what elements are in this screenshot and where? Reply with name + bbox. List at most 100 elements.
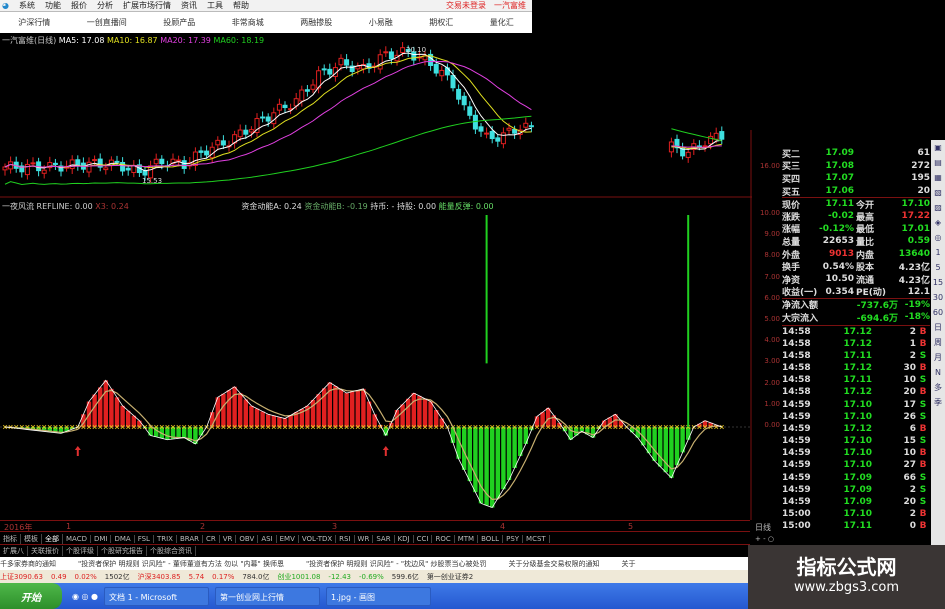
indicator-tab[interactable]: ROC xyxy=(432,534,455,543)
period-button[interactable]: 月 xyxy=(934,353,942,362)
news-item[interactable]: "投资者保护 明规则 识风险" - "枕边风" 炒股票当心被处罚 xyxy=(305,559,487,568)
stat-value: 17.22 xyxy=(901,211,930,222)
trade-time: 14:59 xyxy=(782,448,811,459)
nav-item[interactable]: 两融掺股 xyxy=(300,18,333,27)
period-label[interactable]: 日线 xyxy=(755,523,771,532)
histogram-bar-up xyxy=(310,399,316,427)
indicator-c: 持币: - 持股: 0.00 xyxy=(370,202,437,211)
indicator-tab[interactable]: BRAR xyxy=(177,534,203,543)
nav-item[interactable]: 沪深行情 xyxy=(18,18,51,27)
indicator-tab[interactable]: 全部 xyxy=(42,533,63,544)
indicator-tab[interactable]: BOLL xyxy=(478,534,504,543)
info-tab[interactable]: 关联报价 xyxy=(28,546,63,556)
indicator-tab[interactable]: DMA xyxy=(111,534,135,543)
period-button[interactable]: 日 xyxy=(934,323,942,332)
indicator-tab[interactable]: WR xyxy=(355,534,374,543)
tool-icon[interactable]: ◈ xyxy=(934,218,942,227)
period-button[interactable]: 15 xyxy=(932,278,944,287)
trade-side: B xyxy=(919,387,927,398)
menu-item[interactable]: 工具 xyxy=(206,1,223,10)
stat-value: 0.59 xyxy=(907,236,930,247)
start-button[interactable]: 开始 xyxy=(0,583,62,609)
info-tab[interactable]: 个股研究报告 xyxy=(98,546,147,556)
taskbar-task[interactable]: 第一创业网上行情 xyxy=(215,586,321,606)
indicator-tab[interactable]: TRIX xyxy=(154,534,177,543)
nav-item[interactable]: 期权汇 xyxy=(429,18,454,27)
histogram-bar-up xyxy=(344,393,349,427)
histogram-bar-down xyxy=(193,427,198,444)
menu-item[interactable]: 扩展市场行情 xyxy=(122,1,171,10)
indicator-tab[interactable]: RSI xyxy=(336,534,355,543)
indicator-tab[interactable]: EMV xyxy=(277,534,299,543)
menu-item[interactable]: 分析 xyxy=(96,1,113,10)
menu-item[interactable]: 报价 xyxy=(70,1,87,10)
info-tab[interactable]: 扩展八 xyxy=(0,546,28,556)
period-button[interactable]: N xyxy=(935,368,941,377)
cross-marker-icon xyxy=(439,424,444,430)
menu-item[interactable]: 资讯 xyxy=(180,1,197,10)
nav-item[interactable]: 非常商城 xyxy=(231,18,264,27)
period-button[interactable]: 周 xyxy=(934,338,942,347)
indicator-tab[interactable]: FSL xyxy=(135,534,154,543)
tool-icon[interactable]: ▤ xyxy=(934,158,942,167)
nav-item[interactable]: 投顾产品 xyxy=(163,18,196,27)
indicator-tab[interactable]: OBV xyxy=(236,534,259,543)
tool-icon[interactable]: ▧ xyxy=(934,188,942,197)
login-status[interactable]: 交易未登录 xyxy=(446,1,486,10)
indicator-axis-label: 0.00 xyxy=(764,421,780,429)
period-button[interactable]: 30 xyxy=(932,293,944,302)
cross-marker-icon xyxy=(658,424,663,430)
trade-row: 14:58 17.12 30 B xyxy=(782,362,930,374)
period-button[interactable]: 5 xyxy=(935,263,941,272)
zoom-buttons[interactable]: + - ○ xyxy=(755,535,774,543)
cross-marker-icon xyxy=(546,424,551,430)
chart-canvas[interactable] xyxy=(0,0,752,520)
stat-value: 10.50 xyxy=(825,274,854,285)
tool-icon[interactable]: ◎ xyxy=(934,233,942,242)
news-item[interactable]: 关于 xyxy=(621,559,636,568)
taskbar-task[interactable]: 文档 1 - Microsoft xyxy=(104,586,210,606)
menu-item[interactable]: 帮助 xyxy=(232,1,249,10)
nav-item[interactable]: 量化汇 xyxy=(489,18,514,27)
indicator-tab[interactable]: CCI xyxy=(414,534,433,543)
indicator-tab[interactable]: 指标 xyxy=(0,533,21,544)
indicator-tab[interactable]: DMI xyxy=(91,534,112,543)
trade-time: 14:59 xyxy=(782,484,811,495)
menu-item[interactable]: 功能 xyxy=(44,1,61,10)
nav-item[interactable]: 一创直播间 xyxy=(86,18,127,27)
period-button[interactable]: 1 xyxy=(935,248,941,257)
taskbar-task[interactable]: 1.jpg - 画图 xyxy=(326,586,432,606)
menu-item[interactable]: 系统 xyxy=(18,1,35,10)
histogram-bar-up xyxy=(366,401,372,427)
indicator-tab[interactable]: 模板 xyxy=(21,533,42,544)
period-button[interactable]: 季 xyxy=(934,398,942,407)
info-tab[interactable]: 个股评级 xyxy=(63,546,98,556)
period-button[interactable]: 多 xyxy=(934,383,942,392)
indicator-tab[interactable]: ASI xyxy=(258,534,277,543)
indicator-tab[interactable]: MACD xyxy=(63,534,91,543)
indicator-tab[interactable]: VOL-TDX xyxy=(299,534,337,543)
tool-icon[interactable]: ▣ xyxy=(934,143,942,152)
indicator-tab[interactable]: CR xyxy=(203,534,220,543)
nav-item[interactable]: 小易融 xyxy=(368,18,393,27)
news-item[interactable]: 千多家券商的通知 xyxy=(0,559,56,568)
candle-down xyxy=(456,88,462,100)
period-button[interactable]: 60 xyxy=(932,308,944,317)
indicator-tab[interactable]: VR xyxy=(220,534,237,543)
quick-launch-icons[interactable]: ◉ ◎ ● xyxy=(72,591,99,601)
news-item[interactable]: 关于分级基金交易权限的通知 xyxy=(508,559,600,568)
info-tab[interactable]: 个股综合资讯 xyxy=(147,546,196,556)
indicator-tab[interactable]: PSY xyxy=(503,534,524,543)
indicator-tab[interactable]: MTM xyxy=(455,534,479,543)
stat-value: 4.23亿 xyxy=(898,275,930,286)
tool-icon[interactable]: ▨ xyxy=(934,203,942,212)
news-item[interactable]: "投资者保护 明规则 识风险" - 董师董道有方法 勿以 "内幕" 换师恩 xyxy=(78,559,284,568)
buy-arrow-icon xyxy=(74,446,81,456)
indicator-tab[interactable]: MCST xyxy=(523,534,550,543)
stat-value: 9013 xyxy=(828,249,854,260)
indicator-tab[interactable]: KDJ xyxy=(395,534,414,543)
tool-icon[interactable]: ▦ xyxy=(934,173,942,182)
histogram-bar-up xyxy=(126,410,131,427)
histogram-bar-down xyxy=(523,427,528,444)
indicator-tab[interactable]: SAR xyxy=(373,534,395,543)
